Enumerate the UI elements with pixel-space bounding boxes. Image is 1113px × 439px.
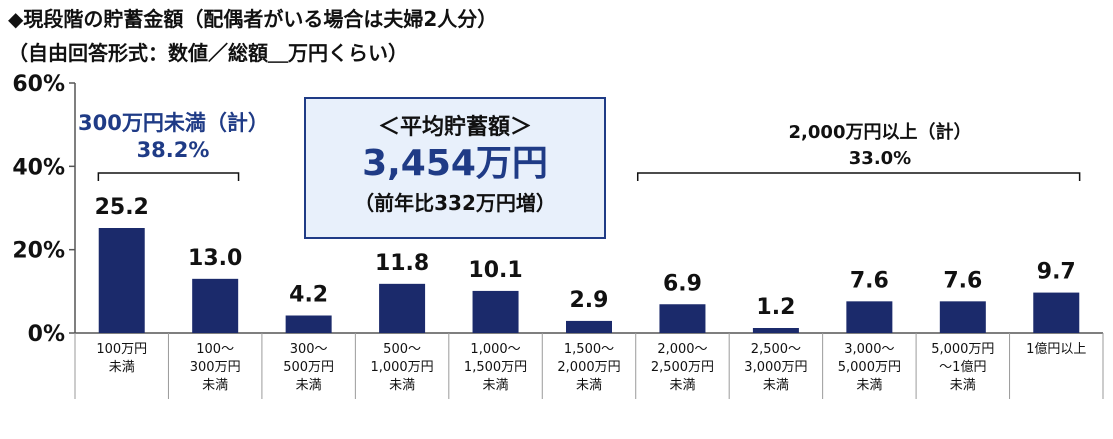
x-tick-label: 未満 (669, 378, 695, 393)
chart-title: ◆現段階の貯蓄金額（配偶者がいる場合は夫婦2人分） (8, 7, 498, 31)
bar (285, 315, 332, 333)
bar (472, 290, 519, 333)
chart-subtitle: （自由回答形式：数値／総額＿万円くらい） (8, 41, 408, 65)
x-tick-label: 未満 (109, 360, 135, 375)
x-tick-label: 1,000万円 (370, 360, 433, 375)
x-tick-label: 500～ (383, 342, 421, 357)
group-bracket-over-2000 (636, 172, 1081, 181)
x-tick-label: 未満 (202, 378, 228, 393)
x-tick-label: 2,500万円 (651, 360, 714, 375)
x-tick-label: ～1億円 (939, 359, 986, 375)
group-label-over-2000-title: 2,000万円以上（計） (788, 122, 972, 143)
y-tick-label: 20% (12, 239, 65, 264)
x-tick-label: 300～ (290, 342, 328, 357)
bar (192, 278, 239, 333)
bar (659, 304, 706, 333)
bar (98, 228, 145, 333)
x-tick-label: 100～ (196, 342, 234, 357)
x-tick-label: 未満 (576, 378, 602, 393)
bar (1033, 292, 1080, 333)
bar (752, 328, 799, 333)
x-tick-label: 500万円 (283, 360, 334, 375)
bar (939, 301, 986, 333)
x-tick-label: 1億円以上 (1026, 341, 1086, 357)
x-tick-label: 未満 (856, 378, 882, 393)
group-label-under-300-title: 300万円未満（計） (78, 111, 269, 135)
x-tick-label: 1,500～ (564, 342, 614, 357)
x-tick-label: 5,000万円 (838, 360, 901, 375)
average-savings-callout: ＜平均貯蓄額＞ 3,454万円 （前年比332万円増） (304, 97, 606, 239)
bar-value-label: 7.6 (943, 268, 982, 293)
bar-value-label: 9.7 (1037, 260, 1076, 285)
x-tick-label: 300万円 (190, 360, 241, 375)
average-savings-heading: ＜平均貯蓄額＞ (377, 115, 532, 140)
x-tick-label: 100万円 (96, 342, 147, 357)
bar (846, 301, 893, 333)
y-tick-label: 40% (12, 155, 65, 180)
bar (379, 283, 426, 333)
y-tick-label: 60% (12, 72, 65, 97)
x-tick-label: 5,000万円 (931, 342, 994, 357)
average-savings-value: 3,454万円 (362, 143, 548, 184)
x-tick-label: 2,000～ (657, 342, 707, 357)
group-label-over-2000: 2,000万円以上（計） 33.0% (750, 120, 1010, 172)
x-tick-label: 2,500～ (751, 342, 801, 357)
average-savings-note: （前年比332万円増） (354, 191, 556, 215)
bar-value-label: 2.9 (570, 288, 609, 313)
bar-value-label: 6.9 (663, 271, 702, 296)
x-tick-label: 未満 (763, 378, 789, 393)
x-tick-label: 未満 (950, 378, 976, 393)
y-tick-label: 0% (28, 322, 65, 347)
bar-value-label: 25.2 (95, 195, 149, 220)
x-tick-label: 未満 (483, 378, 509, 393)
bar-value-label: 1.2 (756, 295, 795, 320)
bar-value-label: 4.2 (289, 283, 328, 308)
x-tick-label: 3,000万円 (744, 360, 807, 375)
x-tick-label: 1,500万円 (464, 360, 527, 375)
x-tick-label: 未満 (296, 378, 322, 393)
group-label-over-2000-value: 33.0% (848, 148, 912, 169)
group-bracket-under-300 (97, 172, 240, 181)
bar-value-label: 10.1 (468, 258, 522, 283)
x-tick-label: 2,000万円 (557, 360, 620, 375)
x-tick-label: 1,000～ (470, 342, 520, 357)
x-tick-label: 未満 (389, 378, 415, 393)
x-tick-label: 3,000～ (844, 342, 894, 357)
bar-value-label: 11.8 (375, 251, 429, 276)
bar (566, 320, 612, 333)
group-label-under-300-value: 38.2% (136, 138, 210, 162)
bar-value-label: 13.0 (188, 246, 242, 271)
group-label-under-300: 300万円未満（計） 38.2% (78, 110, 269, 164)
bar-value-label: 7.6 (850, 268, 889, 293)
